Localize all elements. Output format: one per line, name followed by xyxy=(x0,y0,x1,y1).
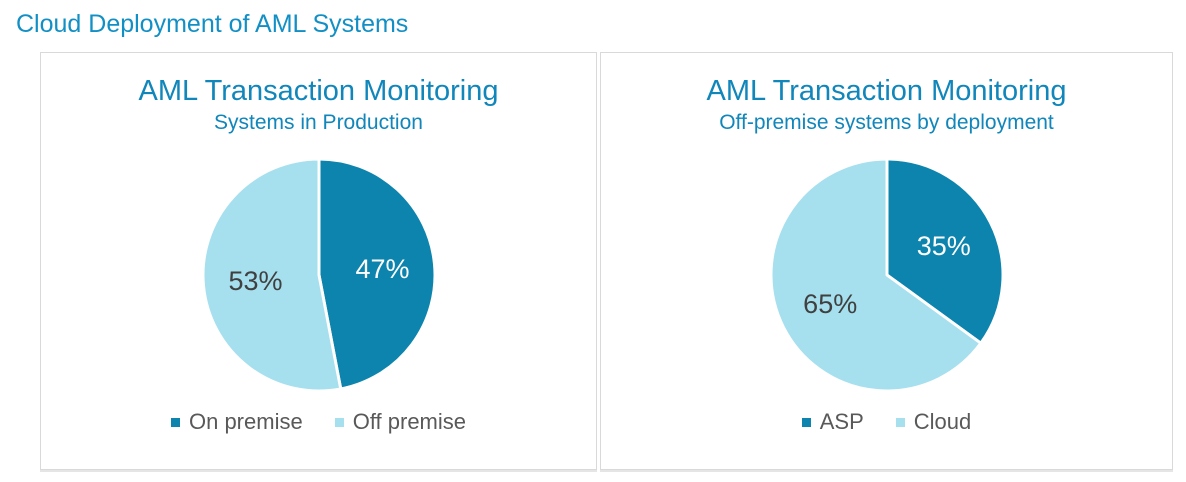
pie-slice-off-premise xyxy=(201,157,342,393)
chart-panel-off-premise-deployment: AML Transaction Monitoring Off-premise s… xyxy=(600,52,1173,470)
pie-slice-on-premise xyxy=(317,157,436,391)
legend-label-asp: ASP xyxy=(819,409,864,435)
legend-swatch-on-premise xyxy=(170,418,180,428)
pie-chart-off-premise-deployment: 35% 65% xyxy=(769,157,1004,393)
legend-swatch-cloud xyxy=(895,418,905,428)
charts-row: AML Transaction Monitoring Systems in Pr… xyxy=(40,52,1173,470)
chart-title: AML Transaction Monitoring xyxy=(138,75,499,107)
pie-data-label-on-premise: 47% xyxy=(355,254,409,284)
page-title: Cloud Deployment of AML Systems xyxy=(16,10,409,38)
legend: ASP Cloud xyxy=(801,409,972,435)
legend-label-on-premise: On premise xyxy=(188,409,303,435)
legend-item-asp: ASP xyxy=(801,409,864,435)
pie-data-label-cloud: 65% xyxy=(803,289,857,319)
chart-subtitle: Systems in Production xyxy=(214,111,423,135)
chart-subtitle: Off-premise systems by deployment xyxy=(719,111,1054,135)
legend-item-cloud: Cloud xyxy=(895,409,972,435)
pie-slice-asp xyxy=(885,157,1004,346)
legend: On premise Off premise xyxy=(170,409,467,435)
legend-item-on-premise: On premise xyxy=(170,409,303,435)
chart-title: AML Transaction Monitoring xyxy=(706,75,1067,107)
legend-swatch-asp xyxy=(801,418,811,428)
legend-label-cloud: Cloud xyxy=(913,409,972,435)
legend-swatch-off-premise xyxy=(334,418,344,428)
pie-data-label-off-premise: 53% xyxy=(228,266,282,296)
chart-panel-systems-in-production: AML Transaction Monitoring Systems in Pr… xyxy=(40,52,597,470)
pie-slice-cloud xyxy=(769,157,982,393)
legend-label-off-premise: Off premise xyxy=(352,409,467,435)
pie-chart-systems-in-production: 47% 53% xyxy=(201,157,436,393)
pie-data-label-asp: 35% xyxy=(916,231,970,261)
legend-item-off-premise: Off premise xyxy=(334,409,467,435)
